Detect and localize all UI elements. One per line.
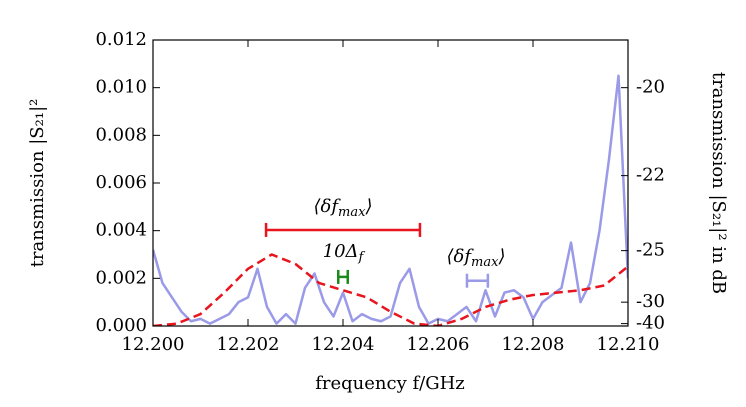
annotation: ⟨δfmax⟩	[314, 196, 373, 220]
y-tick-label: 0.010	[95, 77, 147, 98]
annotation-text: ⟨δf	[314, 196, 342, 217]
annotation-suffix: ⟩	[364, 196, 372, 217]
annotation-text: 10Δ	[323, 241, 359, 262]
line-series	[153, 253, 628, 326]
y-tick-label: 0.002	[95, 267, 147, 288]
x-tick-label: 12.202	[217, 334, 280, 355]
x-tick-label: 12.204	[312, 334, 375, 355]
y-tick-label: 0.008	[95, 124, 147, 145]
x-axis-label: frequency f/GHz	[315, 373, 465, 394]
annotation: 10Δf	[323, 241, 366, 265]
y-tick-label: 0.004	[95, 220, 147, 241]
x-tick-label: 12.208	[502, 334, 565, 355]
annotation-sub: max	[471, 254, 499, 269]
y2-tick-label: -40	[636, 313, 665, 334]
range-bar	[337, 269, 349, 284]
y2-tick-label: -22	[636, 165, 665, 186]
x-tick-label: 12.200	[122, 334, 185, 355]
x-tick-label: 12.210	[597, 334, 660, 355]
y2-tick-label: -25	[636, 240, 665, 261]
y2-axis-label: transmission |S₂₁|² in dB	[708, 72, 729, 294]
x-tick-label: 12.206	[407, 334, 470, 355]
y-tick-label: 0.006	[95, 172, 147, 193]
range-bar	[264, 222, 422, 237]
annotation-text: ⟨δf	[447, 246, 475, 267]
y2-tick-label: -20	[636, 77, 665, 98]
y2-tick-label: -30	[636, 291, 665, 312]
line-series	[153, 74, 628, 325]
annotation-sub: f	[358, 250, 366, 265]
y-tick-label: 0.012	[95, 29, 147, 50]
annotation-suffix: ⟩	[497, 246, 505, 267]
annotation: ⟨δfmax⟩	[447, 246, 506, 270]
y-axis-label: transmission |S₂₁|²	[27, 99, 48, 268]
plot-frame	[152, 39, 629, 327]
y-tick-label: 0.000	[95, 315, 147, 336]
annotation-sub: max	[338, 204, 366, 219]
range-bar	[465, 273, 490, 288]
